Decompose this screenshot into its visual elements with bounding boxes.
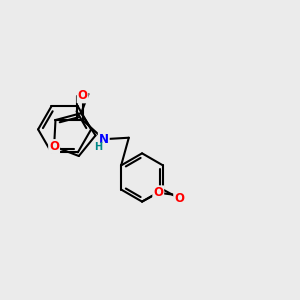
Text: H: H <box>94 142 103 152</box>
Text: O: O <box>153 186 163 199</box>
Text: O: O <box>174 192 184 205</box>
Text: N: N <box>99 133 109 146</box>
Text: O: O <box>49 140 59 153</box>
Text: O: O <box>78 89 88 102</box>
